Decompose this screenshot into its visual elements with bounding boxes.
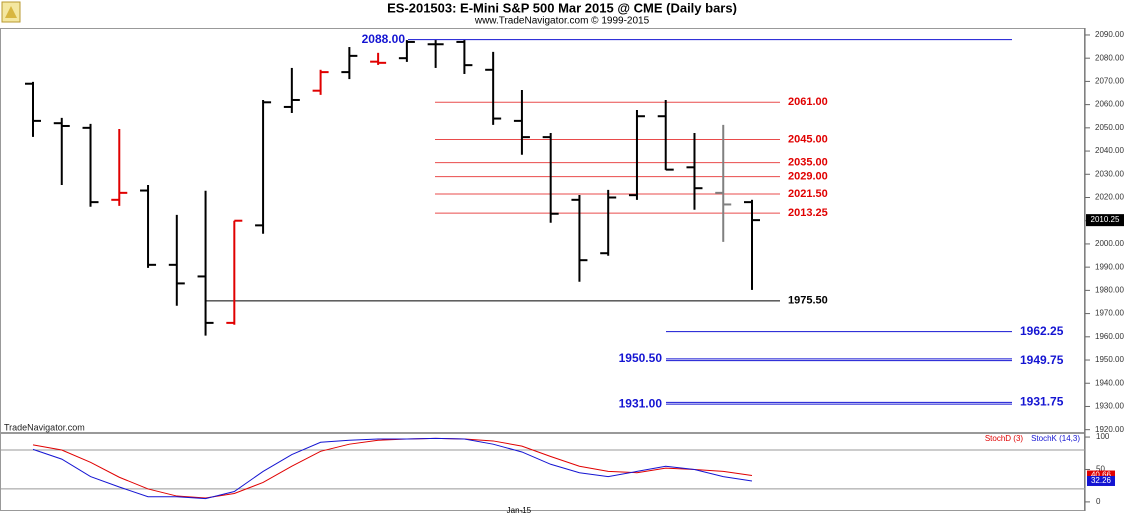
legend-entry: StochD (3) — [985, 434, 1024, 443]
y-tick-label: 1970.00 — [1095, 309, 1124, 318]
level-label: 2061.00 — [788, 96, 828, 108]
y-tick-label: 1980.00 — [1095, 285, 1124, 294]
last-value-tag — [1087, 470, 1115, 481]
y-tick-label: 2030.00 — [1095, 169, 1124, 178]
stoch-line — [32, 437, 753, 500]
y-tick-label: 1950.00 — [1095, 355, 1124, 364]
level-label: 1931.00 — [619, 396, 663, 410]
level-label: 2013.25 — [788, 207, 828, 219]
level-label: 1975.50 — [788, 295, 828, 307]
level-label: 2045.00 — [788, 133, 828, 145]
y-tick-label: 100 — [1096, 432, 1110, 441]
y-tick-label: 2020.00 — [1095, 193, 1124, 202]
y-tick-label: 2060.00 — [1095, 100, 1124, 109]
legend-entry: StochK (14,3) — [1031, 434, 1080, 443]
y-tick-label: 50 — [1096, 465, 1105, 474]
level-label: 2021.50 — [788, 188, 828, 200]
y-tick-label: 0 — [1096, 497, 1101, 506]
chart-title: ES-201503: E-Mini S&P 500 Mar 2015 @ CME… — [387, 0, 737, 15]
y-tick-label: 1920.00 — [1095, 425, 1124, 434]
level-label: 1949.75 — [1020, 353, 1064, 367]
watermark: TradeNavigator.com — [4, 422, 85, 432]
y-tick-label: 2090.00 — [1095, 30, 1124, 39]
last-value-label: 40.66 — [1091, 471, 1112, 480]
last-value-tag — [1087, 475, 1115, 486]
y-tick-label: 1990.00 — [1095, 262, 1124, 271]
level-label: 1950.50 — [619, 351, 663, 365]
y-tick-label: 2000.00 — [1095, 239, 1124, 248]
y-tick-label: 1960.00 — [1095, 332, 1124, 341]
level-label: 1931.75 — [1020, 395, 1064, 409]
chart-subtitle: www.TradeNavigator.com © 1999-2015 — [474, 16, 650, 27]
y-tick-label: 2050.00 — [1095, 123, 1124, 132]
level-label: 2088.00 — [362, 32, 406, 46]
y-tick-label: 1940.00 — [1095, 378, 1124, 387]
last-price-label: 2010.25 — [1091, 215, 1120, 224]
x-tick-label: Jan-15 — [507, 506, 532, 515]
level-label: 1962.25 — [1020, 324, 1064, 338]
y-tick-label: 2080.00 — [1095, 53, 1124, 62]
y-tick-label: 2070.00 — [1095, 77, 1124, 86]
logo — [1, 1, 21, 23]
level-label: 2029.00 — [788, 171, 828, 183]
y-tick-label: 1930.00 — [1095, 402, 1124, 411]
last-value-label: 32.26 — [1091, 476, 1112, 485]
level-label: 2035.00 — [788, 157, 828, 169]
y-tick-label: 2040.00 — [1095, 146, 1124, 155]
last-price-tag — [1086, 214, 1124, 227]
